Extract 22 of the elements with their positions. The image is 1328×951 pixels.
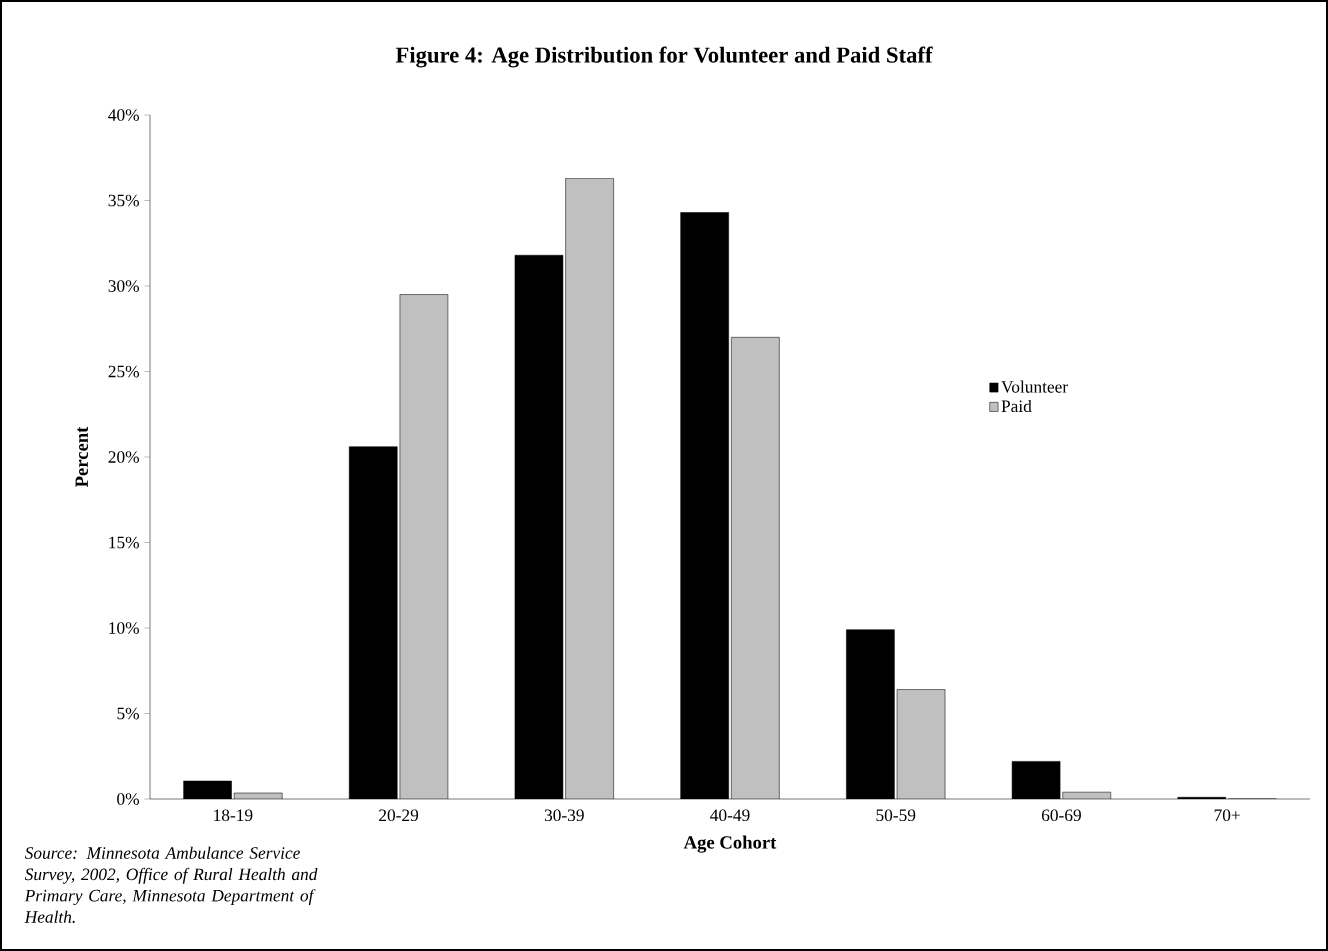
y-tick-label: 20% <box>108 451 139 463</box>
y-tick-label: 5% <box>117 707 140 720</box>
y-tick-label: 0% <box>117 793 140 805</box>
x-tick-label: 30-39 <box>544 809 584 822</box>
x-tick-label: 70+ <box>1214 809 1240 822</box>
legend-label: Volunteer <box>1001 380 1068 393</box>
x-tick-label: 40-49 <box>710 809 750 822</box>
y-tick-label: 30% <box>108 280 139 292</box>
chart-title: Figure 4: Age Distribution for Volunteer and Paid Staff <box>395 46 933 68</box>
source-note: Source: Minnesota Ambulance Service Survey, 2002, Office of Rural Health and Primary Care, Minnesota Department of Health. <box>24 846 318 923</box>
x-tick-label: 18-19 <box>214 809 253 822</box>
legend-label: Paid <box>1001 399 1032 413</box>
y-tick-label: 25% <box>108 365 139 378</box>
x-tick-label: 50-59 <box>876 809 916 822</box>
x-axis-title: Age Cohort <box>683 835 777 853</box>
y-tick-label: 35% <box>108 194 139 207</box>
y-tick-label: 40% <box>108 109 139 121</box>
y-tick-label: 15% <box>109 536 139 549</box>
y-axis-title: Percent <box>75 426 89 488</box>
x-tick-label: 60-69 <box>1041 809 1081 822</box>
y-tick-label: 10% <box>109 622 139 634</box>
x-tick-label: 20-29 <box>379 809 419 822</box>
